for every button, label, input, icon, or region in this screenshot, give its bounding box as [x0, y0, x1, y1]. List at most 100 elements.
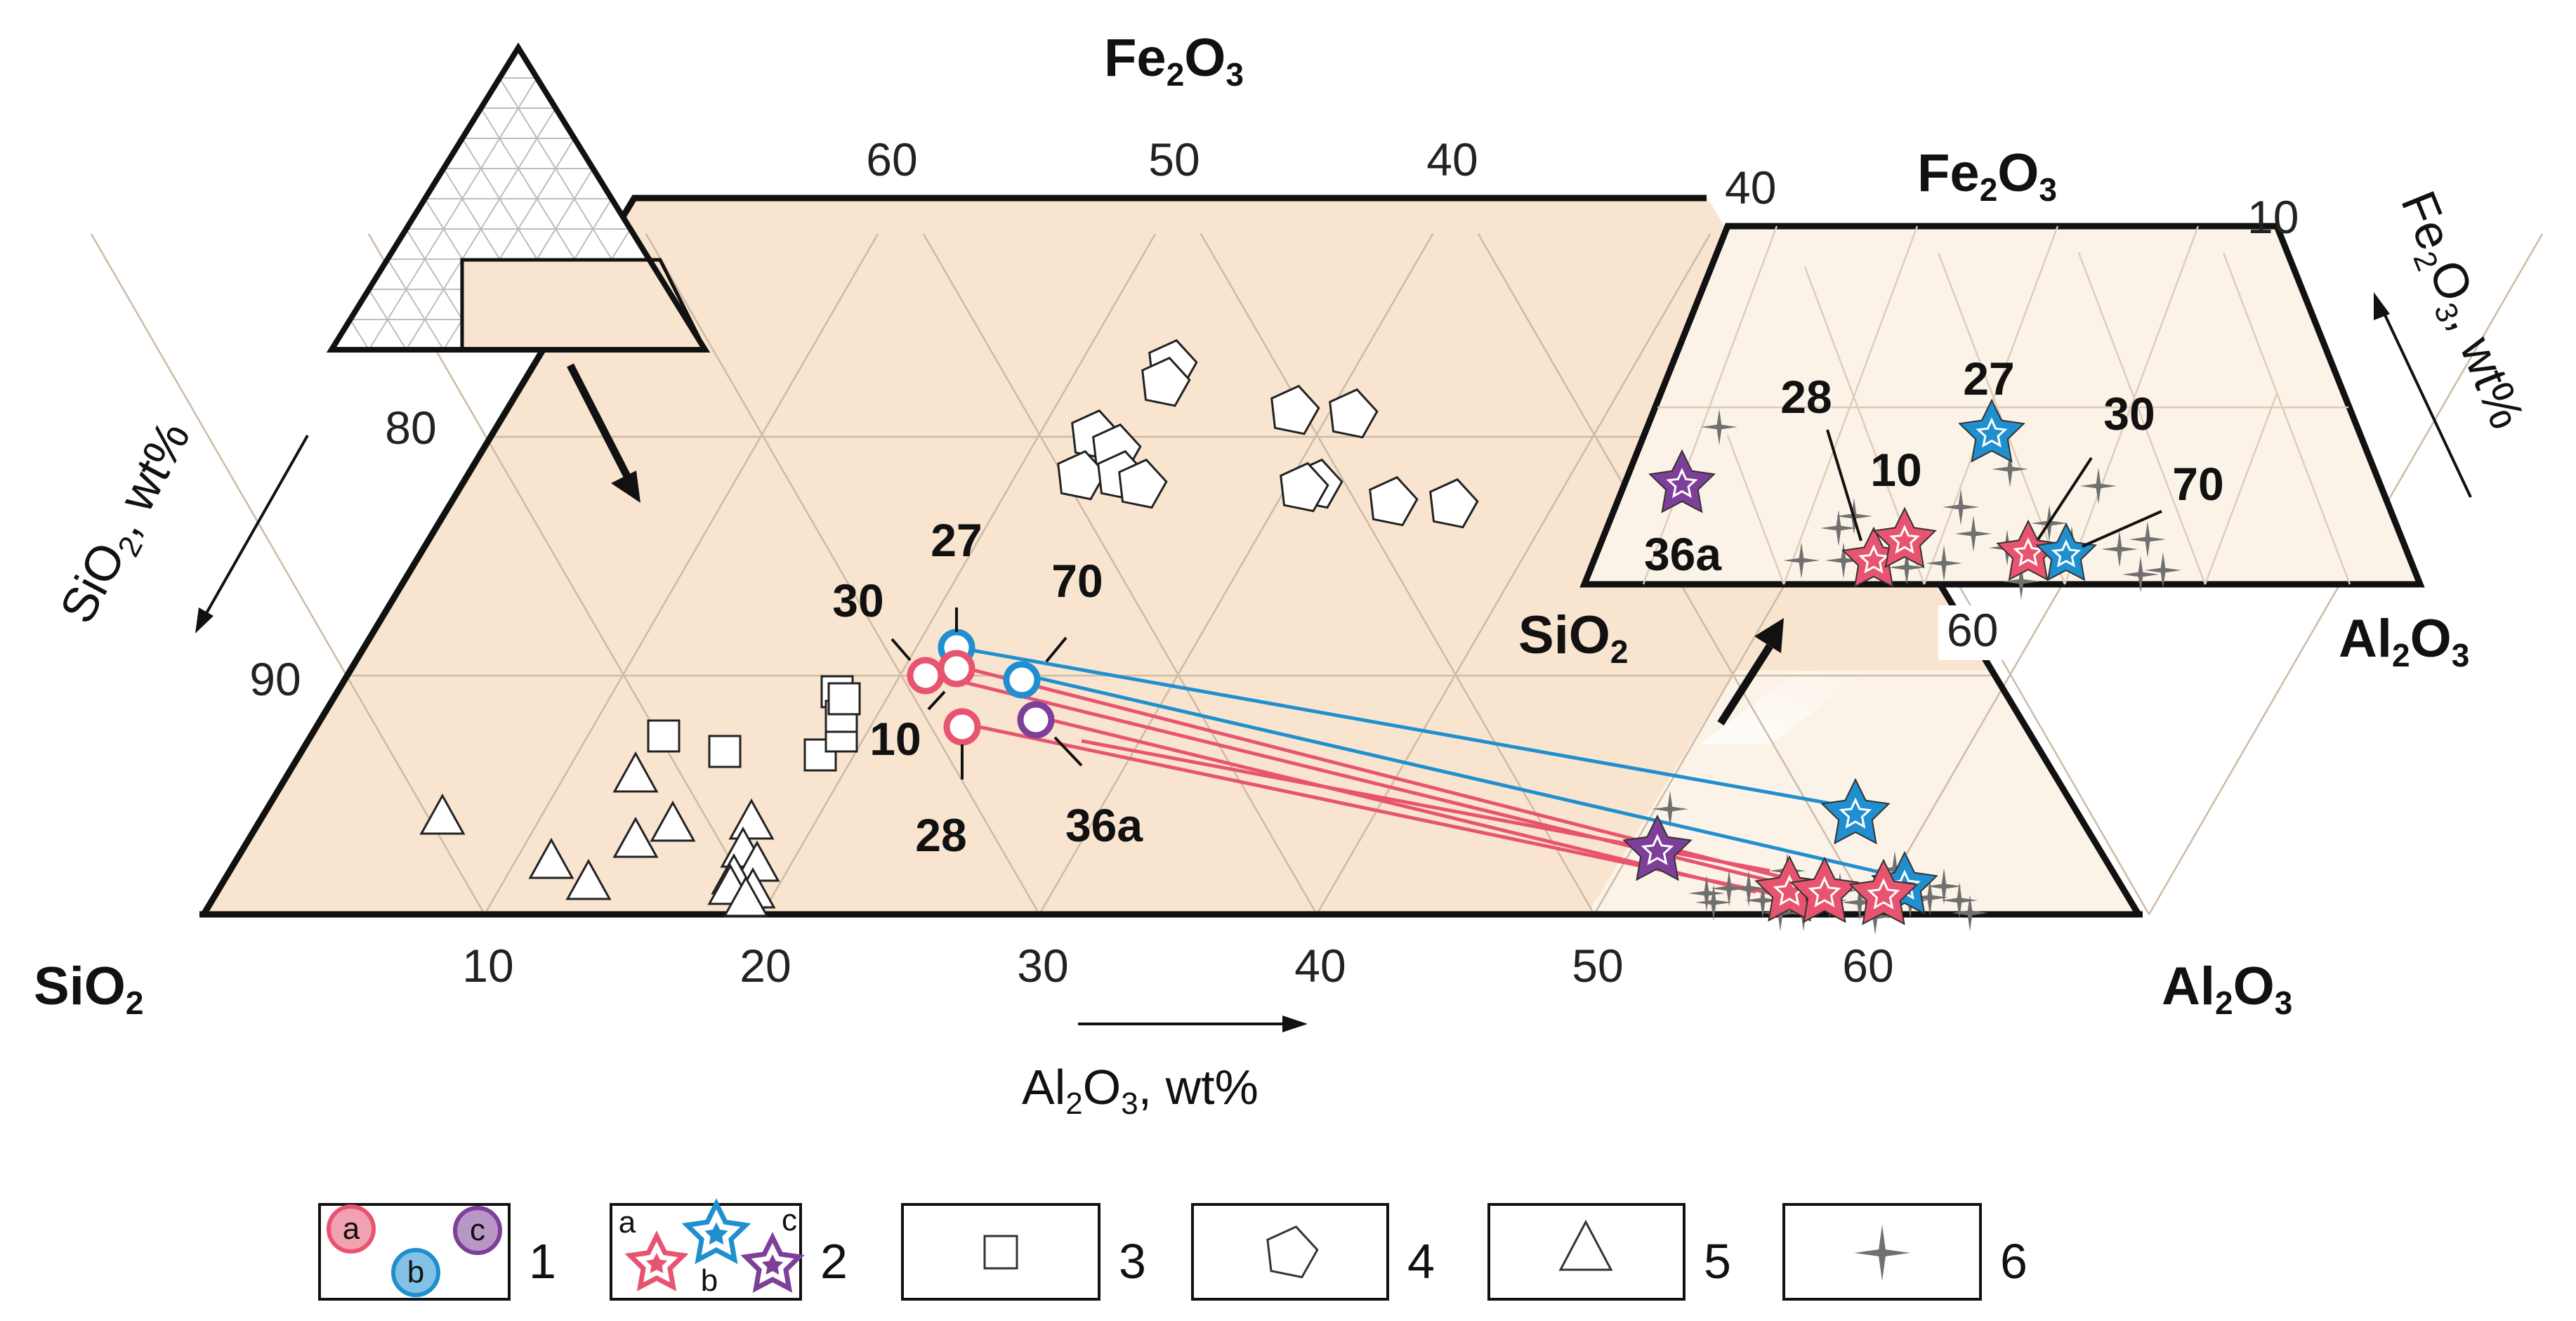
inset-sample-label-36a: 36a [1644, 528, 1722, 580]
gray-star-marker-4 [1730, 870, 1767, 907]
tie-line-5 [1035, 714, 1756, 894]
inset-leader-0 [1826, 429, 1862, 541]
gray-star-marker-14 [1926, 868, 1962, 905]
legend-triangle-marker [1558, 1219, 1613, 1271]
al2o3-tick-30: 30 [1017, 940, 1068, 992]
inset-sample-label-70: 70 [2172, 458, 2223, 510]
legend-star-inner-b [704, 1222, 728, 1245]
sample-label-36a: 36a [1065, 799, 1143, 851]
leader-line-1 [1045, 636, 1067, 663]
pentagon-marker-10 [1280, 461, 1329, 513]
legend-number-3: 3 [1119, 1234, 1146, 1289]
legend-circle-c [453, 1206, 502, 1255]
inset-gray-star-7 [1955, 515, 1992, 552]
legend-circle-a [327, 1204, 376, 1254]
square-marker-0 [647, 719, 681, 753]
overview-triangle [326, 42, 711, 353]
leader-line-3 [927, 690, 946, 711]
pentagon-marker-12 [1429, 478, 1479, 529]
tie-line-0 [956, 645, 1855, 810]
legend-star-inner-a [645, 1253, 668, 1273]
star-marker-28 [1848, 858, 1919, 926]
leader-line-2 [891, 638, 912, 662]
triangle-marker-1 [528, 837, 574, 879]
inset-leader-2 [2082, 510, 2162, 548]
inset-gray-star-16 [2145, 552, 2181, 589]
star-marker-10-inner [1808, 876, 1841, 907]
inset-sample-labels: 27 28 10 30 70 36a [1644, 353, 2224, 580]
sample-label-10: 10 [869, 713, 921, 765]
inset-fe2o3-axis-label: Fe2O3, wt% [2385, 183, 2535, 438]
pentagon-marker-7 [1270, 384, 1320, 435]
grid-line-a-0 [483, 233, 879, 915]
main-corner-fe2o3: Fe2O3 [1104, 28, 1244, 93]
inset-tick-40: 40 [1725, 162, 1776, 213]
star-marker-27 [1820, 777, 1891, 845]
gray-star-marker-15 [1941, 882, 1978, 919]
inset-tick-60: 60 [1947, 604, 1998, 656]
inset-gray-star-5 [1926, 545, 1962, 581]
legend-number-6: 6 [2000, 1234, 2028, 1289]
square-marker-6 [827, 682, 861, 716]
square-marker-1 [708, 735, 742, 768]
circle-marker-36a [1017, 701, 1055, 739]
legend-star-letter-c: c [782, 1203, 797, 1237]
pentagon-marker-1 [1141, 356, 1191, 407]
inset-axis-arrow [2381, 308, 2472, 498]
gray-star-marker-2 [1695, 884, 1732, 921]
inset-gray-star-12 [2080, 468, 2117, 504]
inset-gray-star-17 [2129, 521, 2166, 558]
inset-gray-star-0 [1701, 409, 1737, 445]
inset-sample-label-27: 27 [1963, 353, 2014, 405]
sio2-tick-90: 90 [249, 653, 301, 705]
al2o3-tick-50: 50 [1572, 940, 1623, 992]
main-plot-fade-region [1700, 671, 1868, 744]
al2o3-axis-arrowhead [1282, 1016, 1308, 1032]
inset-gray-star-6 [1943, 489, 1979, 525]
inset-gray-star-1 [1820, 510, 1857, 546]
inset-star-36a-inner [1666, 468, 1698, 499]
grid-line-a-2 [1038, 233, 1434, 915]
sio2-axis-arrow [202, 435, 309, 619]
legend-circle-letter-c: c [470, 1213, 485, 1247]
legend-number-2: 2 [820, 1234, 848, 1289]
star-marker-36a [1622, 814, 1693, 881]
inset-ternary-plot: 27 28 10 30 70 36a [1579, 223, 2425, 600]
main-plot-frame [201, 195, 1707, 916]
inset-sample-label-10: 10 [1870, 444, 1921, 496]
inset-tick-10: 10 [2247, 191, 2299, 243]
al2o3-tick-40: 40 [1294, 940, 1346, 992]
tie-line-3 [956, 664, 1827, 890]
pentagon-marker-6 [1118, 458, 1168, 509]
al2o3-tick-60: 60 [1842, 940, 1893, 992]
gray-star-marker-16 [1952, 895, 1988, 931]
legend-gray-star-marker [1854, 1225, 1910, 1281]
star-marker-27-inner [1839, 797, 1872, 829]
triangle-marker-3 [612, 751, 659, 793]
inset-sample-label-30: 30 [2103, 388, 2155, 440]
fe2o3-tick-60: 60 [866, 133, 917, 185]
main-corner-sio2: SiO2 [34, 957, 144, 1021]
star-marker-10 [1789, 856, 1860, 924]
legend-circle-letter-a: a [343, 1211, 360, 1246]
legend-box-6 [1782, 1203, 1982, 1301]
legend: 1 2 3 4 5 6 a b c a b c [318, 1198, 2028, 1301]
main-ternary-plot: 27 70 30 10 28 36a [90, 195, 2544, 935]
triangle-marker-5 [612, 816, 659, 858]
circle-marker-30 [907, 657, 945, 695]
fe2o3-tick-50: 50 [1148, 133, 1200, 185]
sample-labels: 27 70 30 10 28 36a [832, 514, 1143, 861]
sample-label-28: 28 [915, 809, 966, 861]
inset-star-28-inner [1858, 544, 1889, 574]
inset-sample-label-28: 28 [1780, 371, 1832, 423]
inset-pointer-arrowhead [1754, 618, 1784, 653]
inset-gray-star-14 [2101, 531, 2138, 567]
inset-star-70-inner [2051, 539, 2082, 567]
al2o3-tick-10: 10 [462, 940, 513, 992]
inset-data-markers [1648, 398, 2181, 600]
legend-square-marker [983, 1235, 1018, 1270]
gray-star-marker-1 [1688, 875, 1725, 912]
sample-label-70: 70 [1051, 555, 1103, 607]
triangle-marker-2 [565, 858, 612, 900]
